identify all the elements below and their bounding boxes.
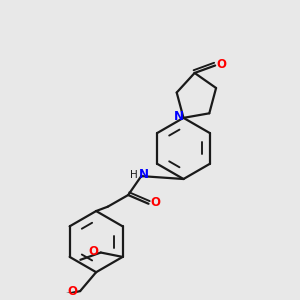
Text: N: N <box>174 110 184 123</box>
Text: O: O <box>68 286 78 298</box>
Text: H: H <box>130 169 138 180</box>
Text: O: O <box>88 245 98 258</box>
Text: O: O <box>217 58 226 71</box>
Text: N: N <box>139 168 149 181</box>
Text: O: O <box>150 196 160 209</box>
